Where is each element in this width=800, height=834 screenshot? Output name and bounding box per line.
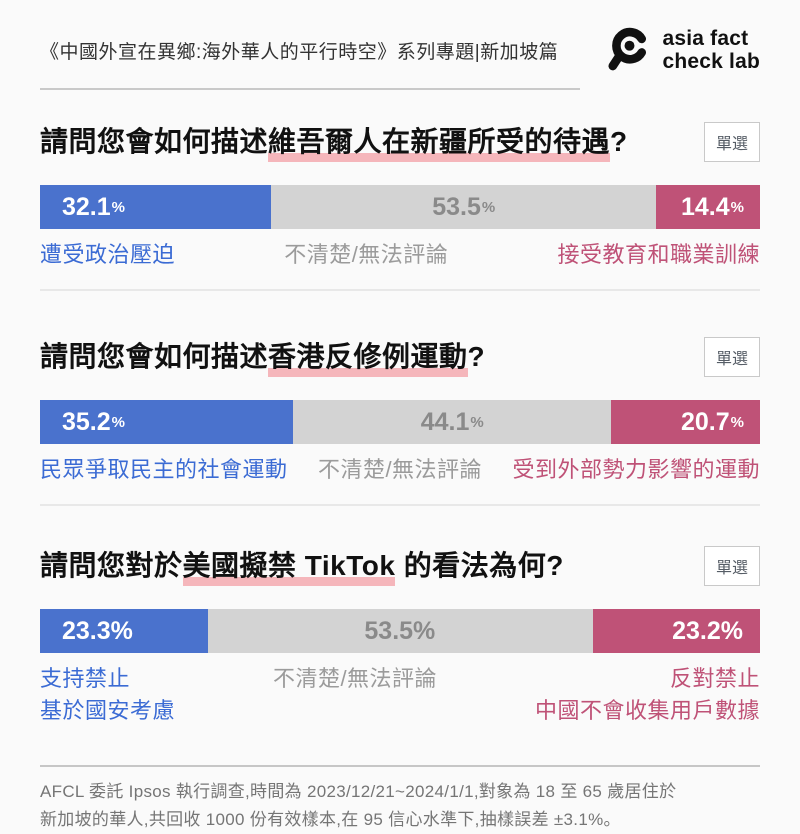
bar-segment-pink: 23.2% — [592, 609, 760, 653]
label-text: 受到外部勢力影響的運動 — [512, 457, 760, 482]
header-divider — [40, 88, 580, 90]
segment-value: 14.4 — [680, 192, 730, 221]
title-suffix: 的看法為何? — [395, 550, 564, 581]
label-text: 遭受政治壓迫 — [40, 242, 176, 267]
segment-value: 20.7 — [680, 407, 730, 436]
segment-unit: % — [470, 413, 484, 431]
header: 《中國外宣在異鄉:海外華人的平行時空》系列專題|新加坡篇 asia fact c… — [40, 0, 760, 76]
label-gray: 不清楚/無法評論 — [318, 454, 482, 486]
methodology-line2: 新加坡的華人,共回收 1000 份有效樣本,在 95 信心水準下,抽樣誤差 ±3… — [40, 810, 621, 829]
title-suffix: ? — [467, 341, 486, 372]
bar-segment-gray: 53.5% — [271, 185, 657, 229]
segment-value: 35.2 — [62, 407, 111, 436]
label-text-line2: 基於國安考慮 — [40, 698, 176, 723]
question-section-1: 請問您會如何描述維吾爾人在新疆所受的待遇? 單選 32.1% 53.5% 14.… — [40, 120, 760, 291]
segment-unit: % — [730, 198, 744, 216]
methodology-note: AFCL 委託 Ipsos 執行調查,時間為 2023/12/21~2024/1… — [40, 778, 760, 834]
title-highlight: 香港反修例運動 — [268, 341, 468, 377]
logo-line1: asia fact — [662, 27, 749, 50]
title-prefix: 請問您對於 — [40, 550, 183, 581]
label-text-line2: 中國不會收集用戶數據 — [534, 698, 760, 723]
title-highlight: 維吾爾人在新疆所受的待遇 — [268, 126, 611, 162]
title-prefix: 請問您會如何描述 — [40, 341, 269, 372]
segment-value: 44.1 — [420, 407, 470, 436]
question-section-3: 請問您對於美國擬禁 TikTok 的看法為何? 單選 23.3% 53.5% 2… — [40, 544, 760, 727]
bar-labels-3: 支持禁止基於國安考慮 不清楚/無法評論 反對禁止中國不會收集用戶數據 — [40, 663, 760, 727]
segment-value: 53.5% — [364, 616, 436, 645]
segment-unit: % — [730, 413, 744, 431]
label-text: 不清楚/無法評論 — [284, 242, 449, 267]
label-gray: 不清楚/無法評論 — [273, 663, 437, 727]
bar-segment-gray: 53.5% — [207, 609, 593, 653]
single-choice-badge: 單選 — [703, 122, 760, 162]
bar-segment-blue: 32.1% — [40, 185, 272, 229]
label-pink: 反對禁止中國不會收集用戶數據 — [535, 663, 760, 727]
label-gray: 不清楚/無法評論 — [284, 239, 448, 271]
methodology-line1: AFCL 委託 Ipsos 執行調查,時間為 2023/12/21~2024/1… — [40, 782, 677, 801]
segment-value: 23.3% — [62, 616, 133, 645]
bar-segment-blue: 23.3% — [40, 609, 208, 653]
title-suffix: ? — [610, 126, 628, 157]
segment-unit: % — [111, 413, 126, 431]
stacked-bar-1: 32.1% 53.5% 14.4% — [40, 185, 760, 229]
label-pink: 接受教育和職業訓練 — [557, 239, 760, 271]
label-text: 民眾爭取民主的社會運動 — [40, 457, 288, 482]
title-highlight: 美國擬禁 TikTok — [182, 550, 396, 586]
label-text: 不清楚/無法評論 — [317, 457, 483, 482]
stacked-bar-3: 23.3% 53.5% 23.2% — [40, 609, 760, 653]
question-2-header: 請問您會如何描述香港反修例運動? 單選 — [40, 335, 760, 377]
question-1-header: 請問您會如何描述維吾爾人在新疆所受的待遇? 單選 — [40, 120, 760, 162]
label-text: 接受教育和職業訓練 — [557, 242, 760, 267]
bar-segment-pink: 14.4% — [656, 185, 760, 229]
question-3-title: 請問您對於美國擬禁 TikTok 的看法為何? — [40, 544, 564, 586]
label-blue: 遭受政治壓迫 — [40, 239, 175, 271]
stacked-bar-2: 35.2% 44.1% 20.7% — [40, 400, 760, 444]
bar-segment-gray: 44.1% — [293, 400, 611, 444]
logo-wordmark: asia fact check lab — [662, 27, 760, 73]
question-2-title: 請問您會如何描述香港反修例運動? — [40, 335, 486, 377]
label-pink: 受到外部勢力影響的運動 — [512, 454, 760, 486]
label-blue: 支持禁止基於國安考慮 — [40, 663, 175, 727]
bar-labels-2: 民眾爭取民主的社會運動 不清楚/無法評論 受到外部勢力影響的運動 — [40, 454, 760, 486]
segment-unit: % — [111, 198, 126, 216]
question-1-title: 請問您會如何描述維吾爾人在新疆所受的待遇? — [40, 120, 628, 162]
question-section-2: 請問您會如何描述香港反修例運動? 單選 35.2% 44.1% 20.7% 民眾… — [40, 335, 760, 506]
label-text: 不清楚/無法評論 — [272, 666, 438, 691]
bar-segment-pink: 20.7% — [610, 400, 760, 444]
single-choice-badge: 單選 — [703, 337, 760, 377]
bar-segment-blue: 35.2% — [40, 400, 294, 444]
single-choice-badge: 單選 — [703, 546, 760, 586]
series-title: 《中國外宣在異鄉:海外華人的平行時空》系列專題|新加坡篇 — [40, 41, 559, 63]
label-text: 反對禁止 — [669, 666, 760, 691]
segment-unit: % — [481, 198, 496, 216]
title-prefix: 請問您會如何描述 — [40, 126, 269, 157]
question-3-header: 請問您對於美國擬禁 TikTok 的看法為何? 單選 — [40, 544, 760, 586]
segment-value: 32.1 — [62, 192, 111, 221]
logo-line2: check lab — [662, 50, 760, 73]
segment-value: 53.5 — [432, 192, 481, 221]
segment-value: 23.2% — [672, 616, 743, 645]
section-divider — [40, 289, 760, 291]
bar-labels-1: 遭受政治壓迫 不清楚/無法評論 接受教育和職業訓練 — [40, 239, 760, 271]
footer-divider — [40, 765, 760, 767]
label-blue: 民眾爭取民主的社會運動 — [40, 454, 288, 486]
afcl-logo: asia fact check lab — [606, 24, 760, 76]
label-text: 支持禁止 — [40, 666, 131, 691]
section-divider — [40, 504, 760, 506]
magnifier-icon — [606, 24, 653, 76]
